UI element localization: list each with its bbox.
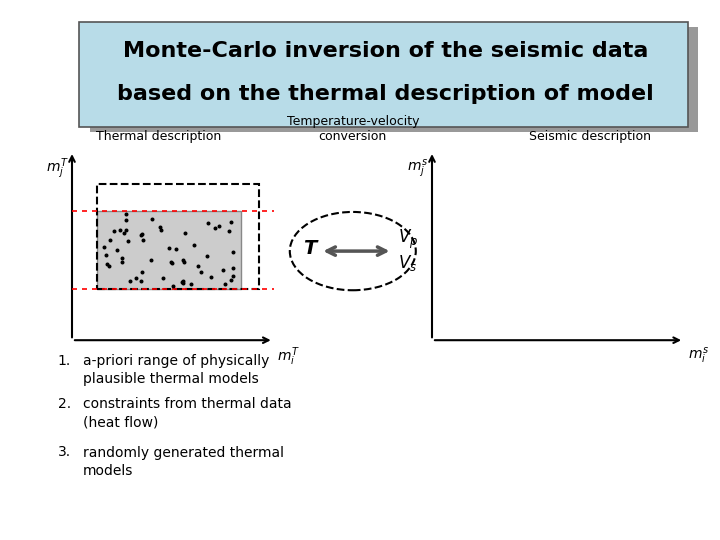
Point [120,210,132,219]
Point [137,230,148,239]
Point [109,226,120,235]
Point [104,235,115,244]
Point [209,224,220,232]
Point [177,279,189,287]
Point [145,256,157,265]
Bar [97,184,259,289]
Point [214,221,225,230]
Point [163,244,174,252]
Point [228,264,239,272]
Point [100,251,112,259]
Point [177,276,189,285]
Text: T: T [304,239,317,258]
Text: $m_i^T$: $m_i^T$ [277,346,300,368]
Point [114,226,126,234]
Point [166,259,178,268]
Point [179,229,190,238]
Point [130,274,142,282]
Point [117,258,128,267]
Text: Temperature-velocity
conversion: Temperature-velocity conversion [287,115,419,143]
Point [170,245,181,253]
Point [192,261,204,270]
Point [146,215,158,224]
Point [118,229,130,238]
Text: constraints from thermal data
(heat flow): constraints from thermal data (heat flow… [83,397,292,429]
Point [138,235,149,244]
Point [225,217,236,226]
Point [122,237,134,245]
Point [206,273,217,282]
Point [135,276,147,285]
Text: $V_p$: $V_p$ [398,228,418,251]
Text: $m_i^s$: $m_i^s$ [688,346,708,366]
Ellipse shape [289,212,416,290]
Point [186,280,197,288]
Point [120,226,132,234]
Point [176,277,188,286]
Point [189,241,200,249]
Point [102,259,113,268]
Text: 1.: 1. [58,354,71,368]
Text: a-priori range of physically
plausible thermal models: a-priori range of physically plausible t… [83,354,269,386]
Point [154,222,166,231]
Text: 2.: 2. [58,397,71,411]
FancyBboxPatch shape [79,22,688,127]
Text: Monte-Carlo inversion of the seismic data: Monte-Carlo inversion of the seismic dat… [122,41,648,62]
Bar [97,211,241,289]
Text: $m_j^s$: $m_j^s$ [408,157,428,179]
Point [224,227,235,235]
Point [177,256,189,265]
Point [124,276,135,285]
Point [158,273,169,282]
Point [156,226,167,234]
Point [202,219,214,227]
Point [135,231,146,239]
Point [103,262,114,271]
Point [98,242,109,251]
Point [217,265,229,274]
Point [195,268,207,276]
Point [220,280,231,289]
Text: based on the thermal description of model: based on the thermal description of mode… [117,84,654,105]
Point [117,254,128,262]
Point [167,281,179,290]
Text: $V_s$: $V_s$ [398,253,418,273]
Point [137,267,148,276]
Point [166,258,177,266]
Text: Thermal description: Thermal description [96,130,221,143]
Point [120,215,132,224]
Point [112,246,123,254]
Point [227,247,238,256]
Point [225,275,237,284]
Point [201,252,212,261]
Point [228,272,239,280]
Text: $m_j^T$: $m_j^T$ [45,157,68,181]
Point [178,258,189,267]
Text: Seismic description: Seismic description [529,130,652,143]
Text: randomly generated thermal
models: randomly generated thermal models [83,446,284,478]
FancyBboxPatch shape [90,27,698,132]
Text: 3.: 3. [58,446,71,460]
